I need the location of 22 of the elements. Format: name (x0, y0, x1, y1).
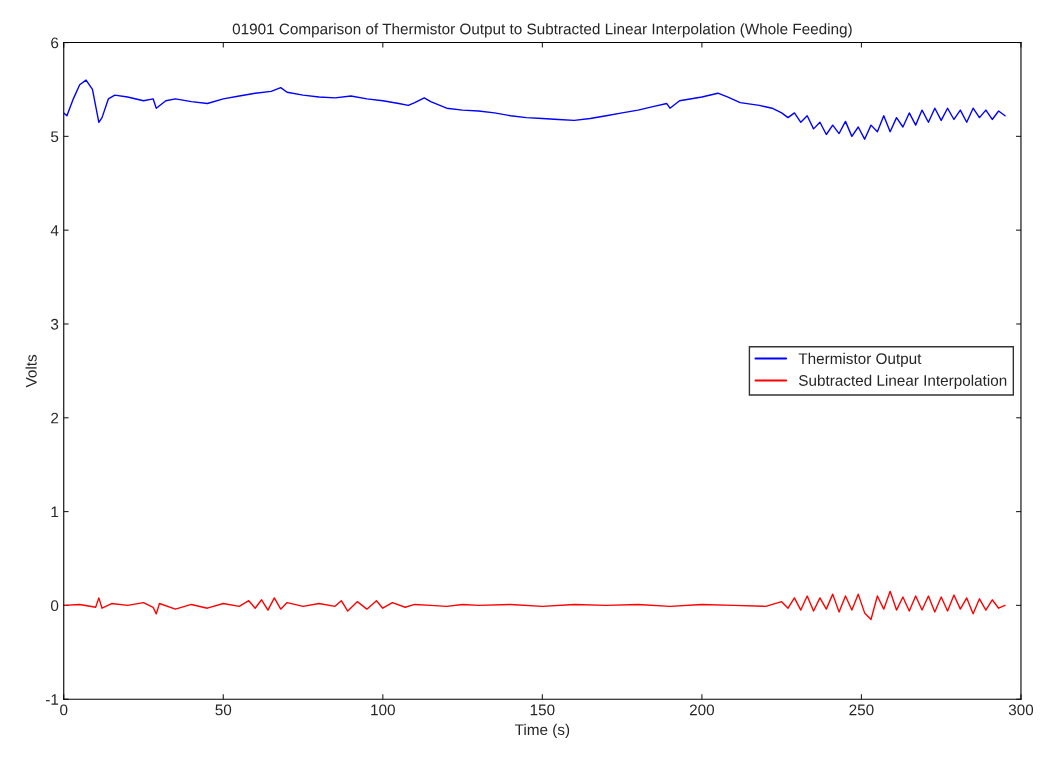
x-tick-label: 250 (849, 704, 874, 716)
x-axis-title: Time (s) (514, 723, 570, 739)
y-tick-label: 0 (50, 600, 59, 612)
y-tick-label: 4 (50, 225, 59, 236)
x-tick-label: 50 (215, 704, 232, 716)
line-series (63, 79, 1006, 140)
y-tick-label: 5 (51, 131, 59, 143)
x-tick-label: 0 (60, 704, 68, 716)
x-tick-label: 200 (689, 704, 715, 716)
y-tick-label: 3 (50, 318, 59, 330)
y-tick-label: 1 (51, 506, 59, 518)
y-axis-title: Volts (25, 354, 37, 388)
chart-title: 01901 Comparison of Thermistor Output to Subtracted Linear Interpolation (Whole Feeding) (232, 23, 852, 38)
y-tick-label: -1 (45, 694, 59, 705)
y-tick-label: 2 (51, 412, 59, 424)
legend-label: Thermistor Output (798, 352, 922, 368)
x-tick-label: 100 (371, 704, 395, 716)
legend-label: Subtracted Linear Interpolation (798, 374, 1007, 389)
line-series (63, 590, 1006, 621)
y-tick-label: 6 (51, 37, 59, 49)
x-tick-label: 300 (1008, 704, 1034, 716)
x-tick-label: 150 (530, 704, 555, 716)
